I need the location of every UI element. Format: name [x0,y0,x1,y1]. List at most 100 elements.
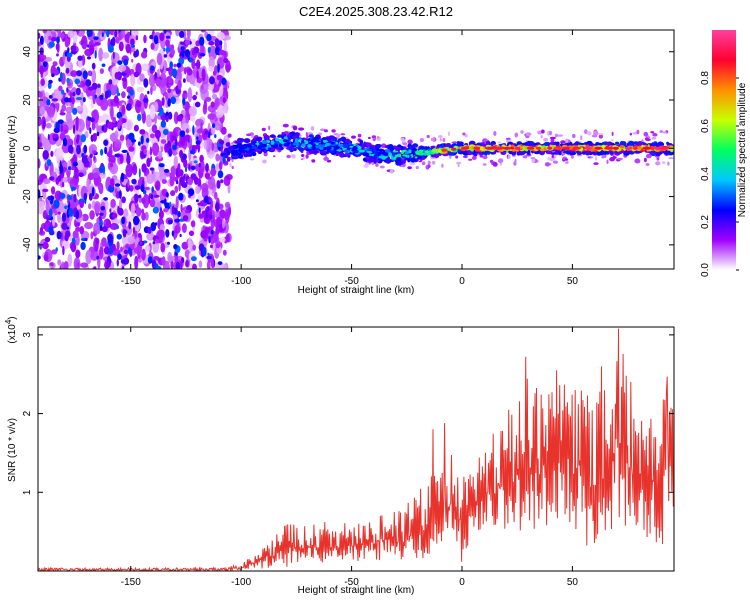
ridge-halo [441,163,444,168]
noise-blob [40,78,45,86]
noise-blob [173,233,176,241]
noise-blob [106,30,110,38]
noise-blob [220,179,224,184]
noise-blob [205,163,209,173]
noise-blob [219,237,226,243]
ridge-halo [471,155,477,160]
ridge-halo [305,154,309,159]
noise-blob [119,134,125,142]
noise-blob [183,90,187,94]
ridge-core [428,150,432,154]
noise-blob [184,134,190,141]
ridge-band [324,136,332,141]
ridge-peak [503,146,511,150]
ridge-core [353,149,359,154]
ridge-band [543,141,551,146]
ridge-halo [597,133,604,136]
ridge-band [226,150,231,154]
noise-blob [155,238,159,244]
ridge-core [279,143,282,148]
ridge-halo [482,163,487,166]
noise-blob [200,122,203,131]
noise-blob [109,162,114,168]
noise-blob [146,157,151,168]
noise-blob [121,91,126,99]
ridge-peak [451,147,457,151]
ridge-peak [659,146,670,150]
noise-blob [178,192,184,201]
ridge-peak [572,146,581,150]
ridge-core [342,143,349,149]
ridge-core [418,150,423,155]
noise-blob [215,163,220,170]
noise-blob [39,47,44,55]
noise-blob [199,160,205,174]
ridge-halo [489,159,494,163]
noise-blob [153,35,159,45]
noise-blob [158,210,164,220]
noise-blob [210,167,216,177]
noise-blob [72,91,76,97]
noise-blob [165,192,169,198]
ridge-core [414,156,418,159]
ridge-band [411,144,417,149]
ridge-core [508,147,515,150]
signal-ridge [223,123,674,174]
noise-blob [50,195,55,201]
ridge-core [396,156,402,161]
noise-blob [46,99,51,106]
noise-blob [87,44,90,48]
noise-blob [68,166,72,171]
ridge-halo [643,131,649,137]
noise-blob [44,236,51,243]
noise-blob [140,184,145,193]
ridge-core [283,143,290,147]
noise-blob [155,222,158,226]
noise-blob [214,191,218,200]
ridge-core [402,154,406,157]
noise-blob [190,150,194,155]
noise-blob [75,87,81,96]
ridge-core [408,149,412,153]
noise-blob [186,68,193,76]
noise-blob [39,245,42,250]
noise-blob [150,194,154,200]
noise-blob [145,137,150,143]
colorbar-scale [712,30,736,270]
noise-blob [216,74,223,81]
noise-blob [197,178,202,187]
ridge-halo [506,139,510,143]
noise-blob [127,235,135,245]
noise-blob [88,203,92,210]
noise-blob [192,125,195,136]
noise-blob [167,111,173,120]
y-tick-label: 0 [22,145,33,151]
ridge-halo [455,155,459,159]
noise-blob [219,209,226,219]
noise-blob [116,241,120,251]
ridge-halo [351,135,356,139]
noise-blob [118,64,127,72]
noise-blob [195,91,198,96]
colorbar-ticks: 0.0 0.2 0.4 0.6 0.8 [700,71,739,277]
noise-blob [146,232,155,241]
ridge-halo [442,138,446,142]
ridge-halo [611,131,614,136]
ridge-halo [492,162,498,167]
noise-blob [61,212,67,222]
ridge-halo [292,125,298,131]
noise-blob [156,52,163,66]
ridge-core [543,147,547,152]
noise-blob [85,79,92,87]
noise-blob [175,195,179,210]
noise-blob [210,244,213,249]
ridge-core [668,145,674,149]
ridge-core [282,139,288,143]
noise-blob [215,46,220,56]
ridge-core [379,149,382,154]
noise-blob [222,249,227,256]
noise-blob [54,190,62,201]
noise-blob [178,169,184,177]
noise-blob [196,128,204,134]
noise-blob [43,55,47,60]
